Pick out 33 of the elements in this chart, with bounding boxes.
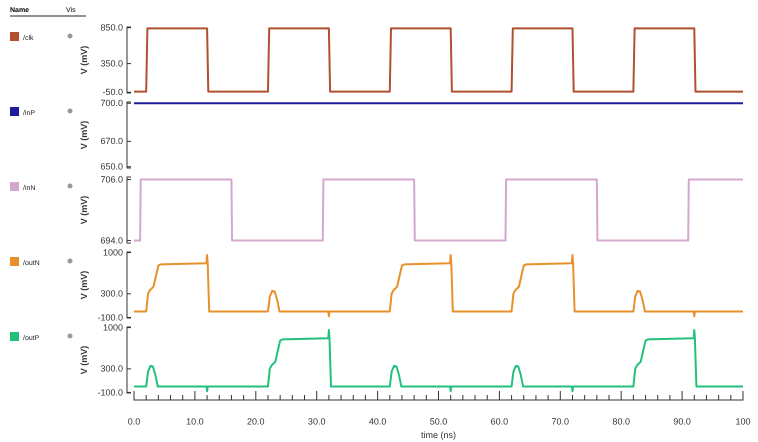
y-tick-label: 650.0 [100, 162, 123, 172]
y-tick-label: 700.0 [100, 98, 123, 108]
x-tick-label: 80.0 [612, 416, 630, 426]
y-tick-label: 850.0 [100, 22, 123, 33]
y-tick-label: -100.0 [97, 312, 123, 322]
y-tick-label: 670.0 [100, 136, 123, 146]
y-tick-label: 706.0 [100, 174, 123, 184]
x-tick-label: 90.0 [673, 416, 691, 426]
y-axis-title: V (mV) [79, 120, 89, 150]
x-tick-label: 100 [735, 416, 751, 426]
line-series [133, 328, 744, 392]
x-tick-label: 30.0 [308, 416, 326, 426]
y-tick-label: 300.0 [100, 364, 123, 374]
x-tick-label: 60.0 [490, 416, 508, 426]
y-axis-title: V (mV) [79, 196, 89, 224]
x-tick-label: 40.0 [368, 416, 386, 426]
y-tick-label: 1000 [102, 247, 123, 258]
y-tick-label: 300.0 [100, 288, 123, 299]
x-tick-label: 50.0 [430, 416, 448, 426]
y-tick-label: 694.0 [100, 235, 123, 246]
x-axis-title: time (ns) [420, 430, 456, 440]
y-tick-label: 350.0 [100, 58, 123, 68]
x-tick-label: 20.0 [247, 416, 265, 426]
x-tick-label: 70.0 [552, 416, 570, 426]
y-tick-label: -100.0 [97, 387, 123, 398]
x-tick-label: 10.0 [186, 416, 204, 426]
y-axis-title: V (mV) [79, 270, 89, 300]
y-axis-title: V (mV) [79, 46, 89, 74]
line-series [133, 254, 744, 318]
x-tick-label: 0.0 [128, 416, 140, 426]
y-axis-title: V (mV) [79, 346, 89, 374]
y-tick-label: 1000 [102, 322, 123, 332]
y-tick-label: -50.0 [102, 87, 123, 98]
